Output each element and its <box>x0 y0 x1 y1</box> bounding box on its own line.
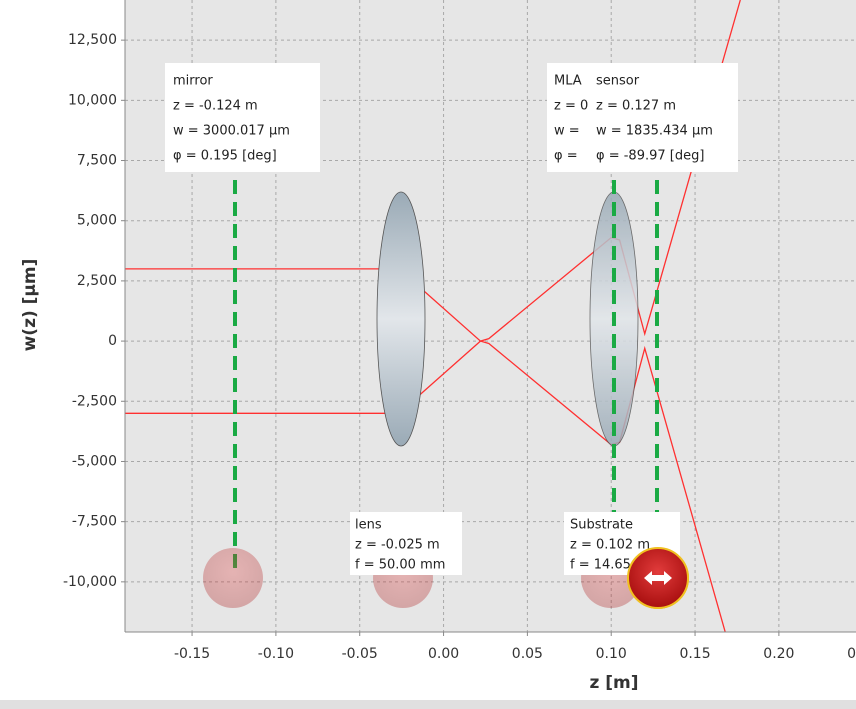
y-tick-label: 0 <box>108 333 117 349</box>
x-tick-label: 0.10 <box>596 646 627 662</box>
annotation-box <box>547 63 597 172</box>
annotation-text: z = 0.127 m <box>596 99 676 114</box>
x-tick-label: 0.20 <box>763 646 794 662</box>
annotation-text: w = 3000.017 µm <box>173 124 290 139</box>
x-axis-label: z [m] <box>589 673 638 693</box>
y-tick-label: 5,000 <box>77 213 117 229</box>
annotation-text: z = -0.025 m <box>355 538 440 553</box>
y-tick-label: 10,000 <box>68 92 117 108</box>
y-tick-label: 2,500 <box>77 273 117 289</box>
x-tick-label: 0.05 <box>512 646 543 662</box>
sensor-icon-arrows <box>644 571 672 585</box>
annotation-text: w = <box>554 124 580 139</box>
annotation-text: z = 0.102 m <box>570 538 650 553</box>
y-axis-label: w(z) [µm] <box>20 259 40 352</box>
annotation-text: z = -0.124 m <box>173 99 258 114</box>
annotation-text: φ = <box>554 149 578 164</box>
x-tick-label: 0.15 <box>679 646 710 662</box>
y-tick-label: 7,500 <box>77 153 117 169</box>
annotation-text: mirror <box>173 74 213 89</box>
annotation-box <box>165 63 320 172</box>
annotation-text: MLA <box>554 74 582 89</box>
y-tick-label: -5,000 <box>72 453 117 469</box>
lens-element <box>376 191 426 447</box>
annotation-text: φ = -89.97 [deg] <box>596 149 704 164</box>
annotation-text: Substrate <box>570 518 633 533</box>
x-tick-label: -0.05 <box>342 646 378 662</box>
annotation-text: w = 1835.434 µm <box>596 124 713 139</box>
y-tick-label: 12,500 <box>68 32 117 48</box>
ticks: 12,500 10,000 7,500 5,000 2,500 0 -2,500 -5,000… <box>63 32 856 662</box>
mirror-icon[interactable] <box>203 548 263 608</box>
annotation-text: f = 50.00 mm <box>355 558 445 573</box>
annotation-text: sensor <box>596 74 640 89</box>
y-tick-label: -2,500 <box>72 393 117 409</box>
annotation-box <box>350 512 462 575</box>
y-tick-label: -10,000 <box>63 574 117 590</box>
x-tick-label: 0.00 <box>428 646 459 662</box>
x-tick-label: -0.10 <box>258 646 294 662</box>
annotation-text: lens <box>355 518 382 533</box>
status-bar <box>0 700 856 709</box>
annotation-text: z = 0 <box>554 99 588 114</box>
annotation-box <box>590 63 738 172</box>
x-tick-label: -0.15 <box>174 646 210 662</box>
annotation-text: φ = 0.195 [deg] <box>173 149 277 164</box>
annotations: mirror z = -0.124 m w = 3000.017 µm φ = … <box>165 63 738 575</box>
y-tick-label: -7,500 <box>72 514 117 530</box>
x-tick-label: 0.25 <box>847 646 856 662</box>
